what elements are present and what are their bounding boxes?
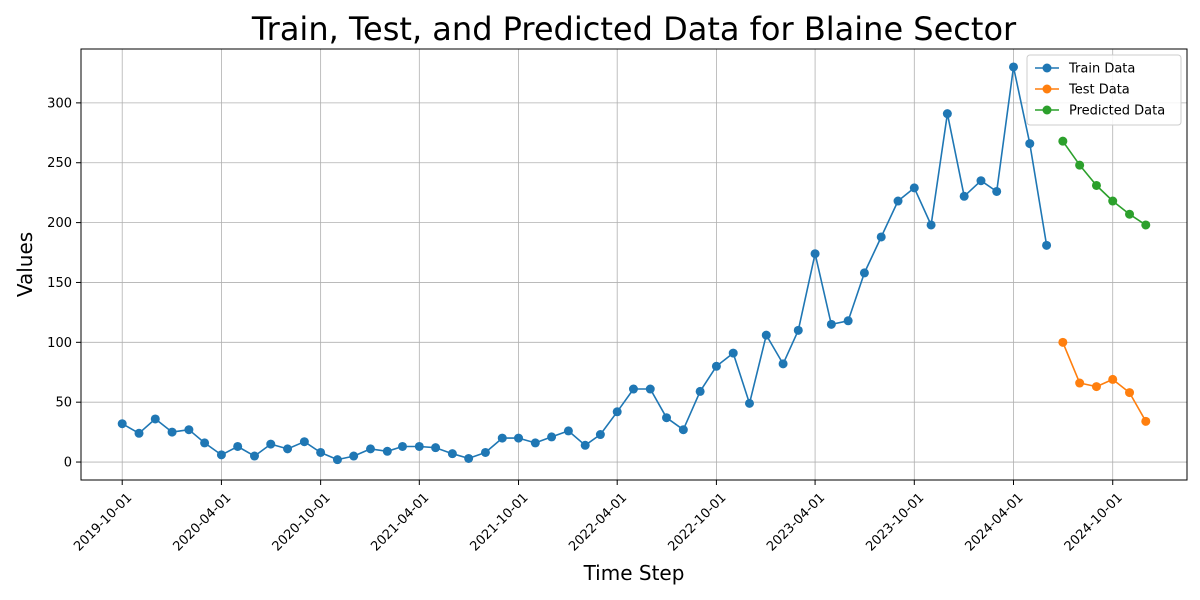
legend-label: Train Data: [1068, 62, 1135, 77]
data-point: [645, 384, 655, 394]
data-point: [249, 451, 259, 461]
data-point: [1075, 160, 1085, 170]
series-2: [1058, 136, 1151, 230]
y-tick-label: 0: [64, 456, 72, 471]
legend: Train Data Test Data Predicted Data: [1026, 54, 1182, 126]
y-tick-label: 150: [47, 276, 72, 291]
data-point: [810, 249, 820, 259]
data-point: [711, 361, 721, 371]
y-tick-label: 200: [47, 216, 72, 231]
plot-area-frame: [80, 48, 1188, 481]
data-point: [200, 438, 210, 448]
legend-swatch-marker: [1042, 105, 1052, 115]
data-point: [349, 451, 359, 461]
data-point: [1042, 240, 1052, 250]
data-point: [316, 447, 326, 457]
data-point: [859, 268, 869, 278]
data-point: [150, 414, 160, 424]
data-point: [1108, 374, 1118, 384]
data-point: [397, 441, 407, 451]
data-point: [216, 450, 226, 460]
data-point: [893, 196, 903, 206]
data-point: [1058, 136, 1068, 146]
data-point: [233, 441, 243, 451]
chart-title: Train, Test, and Predicted Data for Blai…: [251, 10, 1017, 48]
data-point: [876, 232, 886, 242]
data-point: [662, 413, 672, 423]
y-axis-title: Values: [13, 232, 37, 297]
y-tick-label: 300: [47, 96, 72, 111]
data-point: [563, 426, 573, 436]
data-point: [167, 427, 177, 437]
data-point: [761, 330, 771, 340]
series-0: [117, 62, 1052, 465]
data-point: [431, 443, 441, 453]
data-point: [1009, 62, 1019, 72]
data-point: [547, 432, 557, 442]
data-point: [992, 186, 1002, 196]
legend-box: [1026, 54, 1182, 126]
data-point: [1091, 180, 1101, 190]
data-point: [793, 325, 803, 335]
data-point: [942, 109, 952, 119]
legend-label: Test Data: [1068, 83, 1130, 98]
grid: [81, 49, 1187, 480]
data-point: [1141, 416, 1151, 426]
data-point: [514, 433, 524, 443]
legend-label: Predicted Data: [1069, 104, 1165, 119]
data-point: [1108, 196, 1118, 206]
data-point: [1141, 220, 1151, 230]
data-point: [134, 428, 144, 438]
data-point: [266, 439, 276, 449]
data-point: [283, 444, 293, 454]
data-point: [332, 455, 342, 465]
data-point: [184, 425, 194, 435]
data-point: [1058, 337, 1068, 347]
data-point: [744, 398, 754, 408]
data-point: [117, 419, 127, 429]
y-tick-label: 250: [47, 156, 72, 171]
data-point: [447, 449, 457, 459]
data-point: [580, 440, 590, 450]
legend-swatch-marker: [1042, 63, 1052, 73]
data-point: [628, 384, 638, 394]
data-point: [414, 441, 424, 451]
data-point: [464, 453, 474, 463]
data-point: [678, 425, 688, 435]
legend-swatch-marker: [1042, 84, 1052, 94]
data-point: [843, 316, 853, 326]
data-point: [1075, 378, 1085, 388]
data-point: [530, 438, 540, 448]
series-line: [1062, 341, 1147, 422]
data-point: [612, 407, 622, 417]
data-point: [976, 176, 986, 186]
series-1: [1058, 337, 1151, 426]
data-point: [497, 433, 507, 443]
data-point: [926, 220, 936, 230]
data-point: [826, 319, 836, 329]
data-point: [595, 430, 605, 440]
data-point: [480, 447, 490, 457]
data-point: [299, 437, 309, 447]
x-axis-title: Time Step: [583, 561, 685, 585]
data-point: [1025, 139, 1035, 149]
data-point: [728, 348, 738, 358]
data-point: [366, 444, 376, 454]
data-point: [1125, 209, 1135, 219]
data-point: [959, 191, 969, 201]
series: [117, 62, 1151, 465]
y-tick-label: 50: [55, 396, 72, 411]
y-tick-label: 100: [47, 336, 72, 351]
data-point: [382, 446, 392, 456]
data-point: [695, 386, 705, 396]
data-point: [778, 359, 788, 369]
data-point: [1091, 382, 1101, 392]
data-point: [1125, 388, 1135, 398]
data-point: [909, 183, 919, 193]
